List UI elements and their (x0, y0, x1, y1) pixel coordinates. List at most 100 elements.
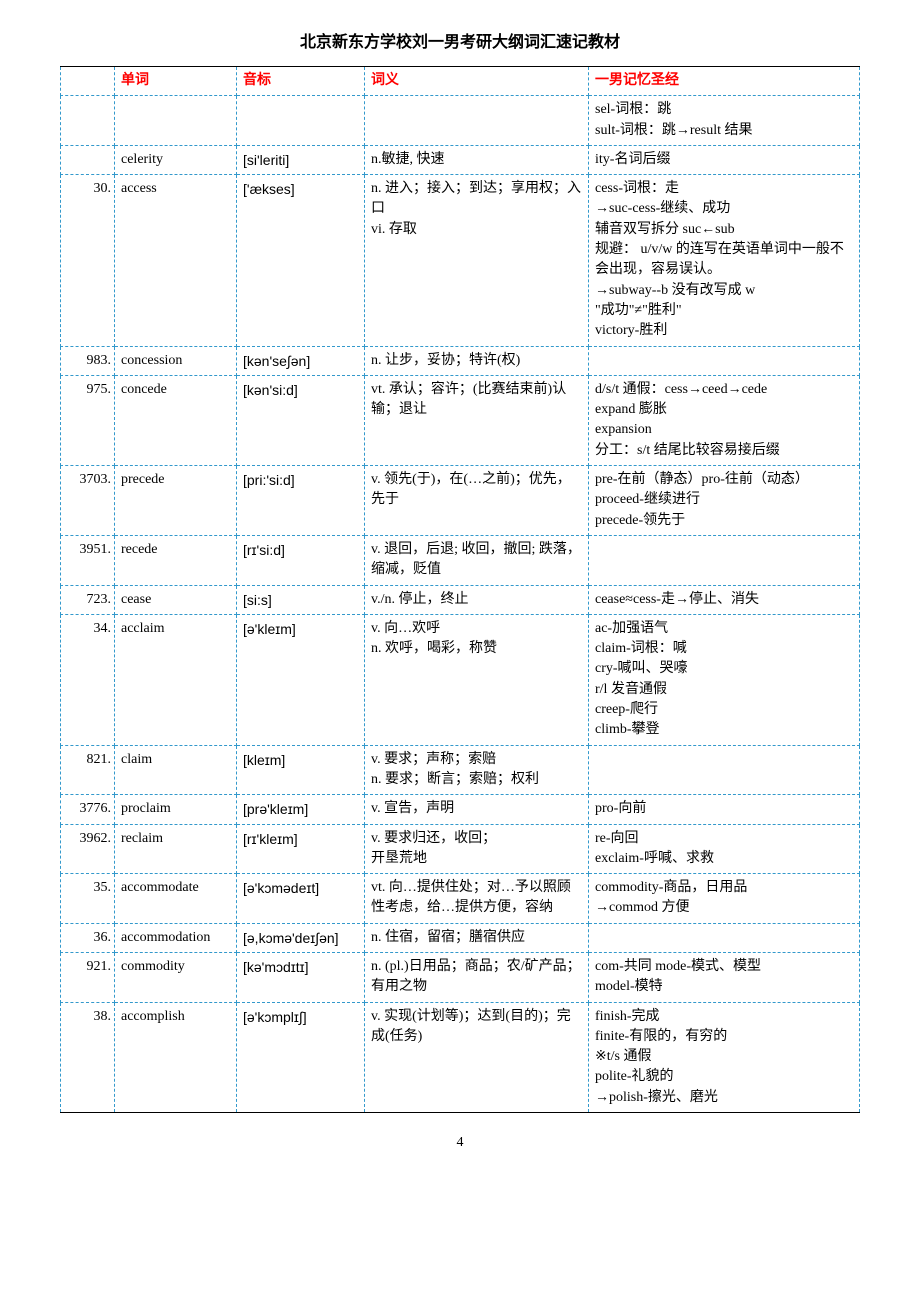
cell-word: celerity (115, 145, 237, 174)
header-meaning: 词义 (365, 67, 589, 96)
table-row: 921.commodity[kə'mɔdɪtɪ]n. (pl.)日用品；商品；农… (61, 952, 860, 1002)
cell-phonetic (237, 96, 365, 146)
cell-word: accommodation (115, 923, 237, 952)
cell-word: proclaim (115, 795, 237, 824)
table-header-row: 单词 音标 词义 一男记忆圣经 (61, 67, 860, 96)
table-row: 38.accomplish[ə'kɔmplɪ∫]v. 实现(计划等)；达到(目的… (61, 1002, 860, 1112)
cell-mnemonic: re-向回exclaim-呼喊、求救 (589, 824, 860, 874)
cell-num: 3703. (61, 466, 115, 536)
page-number: 4 (60, 1135, 860, 1151)
cell-mnemonic: commodity-商品，日用品→commod 方便 (589, 874, 860, 924)
cell-phonetic: [ə'kɔmplɪ∫] (237, 1002, 365, 1112)
cell-num: 36. (61, 923, 115, 952)
page-title: 北京新东方学校刘一男考研大纲词汇速记教材 (60, 28, 860, 52)
cell-word (115, 96, 237, 146)
cell-meaning: v. 领先(于)，在(…之前)；优先，先于 (365, 466, 589, 536)
cell-num (61, 96, 115, 146)
cell-mnemonic (589, 923, 860, 952)
cell-word: acclaim (115, 614, 237, 745)
cell-word: commodity (115, 952, 237, 1002)
cell-num: 3951. (61, 535, 115, 585)
cell-num: 35. (61, 874, 115, 924)
cell-meaning: v. 宣告，声明 (365, 795, 589, 824)
cell-word: access (115, 175, 237, 346)
cell-phonetic: [si:s] (237, 585, 365, 614)
table-row: 3962.reclaim[rɪ'kleɪm]v. 要求归还，收回；开垦荒地re-… (61, 824, 860, 874)
cell-num (61, 145, 115, 174)
cell-meaning: v. 向…欢呼n. 欢呼，喝彩，称赞 (365, 614, 589, 745)
cell-meaning: v. 退回，后退; 收回，撤回; 跌落，缩减，贬值 (365, 535, 589, 585)
table-row: 35.accommodate[ə'kɔmədeɪt]vt. 向…提供住处；对…予… (61, 874, 860, 924)
cell-num: 723. (61, 585, 115, 614)
cell-meaning: n. 住宿，留宿；膳宿供应 (365, 923, 589, 952)
cell-phonetic: [rɪ'kleɪm] (237, 824, 365, 874)
table-row: 3776.proclaim[prə'kleɪm]v. 宣告，声明pro-向前 (61, 795, 860, 824)
cell-num: 921. (61, 952, 115, 1002)
cell-mnemonic: ity-名词后缀 (589, 145, 860, 174)
cell-num: 30. (61, 175, 115, 346)
cell-word: recede (115, 535, 237, 585)
cell-meaning: vt. 承认；容许；(比赛结束前)认输；退让 (365, 375, 589, 465)
cell-mnemonic: com-共同 mode-模式、模型model-模特 (589, 952, 860, 1002)
table-row: 723.cease[si:s]v./n. 停止，终止cease≈cess-走→停… (61, 585, 860, 614)
cell-meaning (365, 96, 589, 146)
cell-num: 821. (61, 745, 115, 795)
cell-word: precede (115, 466, 237, 536)
cell-meaning: vt. 向…提供住处；对…予以照顾性考虑，给…提供方便，容纳 (365, 874, 589, 924)
cell-meaning: v. 要求归还，收回；开垦荒地 (365, 824, 589, 874)
cell-mnemonic: d/s/t 通假：cess→ceed→cedeexpand 膨胀expansio… (589, 375, 860, 465)
table-row: 3951.recede[rɪ'si:d]v. 退回，后退; 收回，撤回; 跌落，… (61, 535, 860, 585)
table-row: 975.concede[kən'si:d]vt. 承认；容许；(比赛结束前)认输… (61, 375, 860, 465)
cell-phonetic: [kən'se∫ən] (237, 346, 365, 375)
cell-word: accommodate (115, 874, 237, 924)
table-row: celerity[si'leriti]n.敏捷, 快速ity-名词后缀 (61, 145, 860, 174)
cell-meaning: v./n. 停止，终止 (365, 585, 589, 614)
cell-phonetic: [rɪ'si:d] (237, 535, 365, 585)
cell-phonetic: [ə,kɔmə'deɪ∫ən] (237, 923, 365, 952)
cell-num: 3776. (61, 795, 115, 824)
table-row: 30.access['ækses]n. 进入；接入；到达；享用权；入口vi. 存… (61, 175, 860, 346)
header-num (61, 67, 115, 96)
cell-mnemonic: pro-向前 (589, 795, 860, 824)
cell-mnemonic: cess-词根：走→suc-cess-继续、成功辅音双写拆分 suc←sub规避… (589, 175, 860, 346)
table-row: 821.claim[kleɪm]v. 要求；声称；索赔n. 要求；断言；索赔；权… (61, 745, 860, 795)
cell-meaning: n. 让步，妥协；特许(权) (365, 346, 589, 375)
cell-meaning: v. 实现(计划等)；达到(目的)；完成(任务) (365, 1002, 589, 1112)
header-phonetic: 音标 (237, 67, 365, 96)
cell-num: 34. (61, 614, 115, 745)
cell-word: reclaim (115, 824, 237, 874)
cell-phonetic: [ə'kleɪm] (237, 614, 365, 745)
cell-phonetic: [pri:'si:d] (237, 466, 365, 536)
table-row: 983.concession[kən'se∫ən]n. 让步，妥协；特许(权) (61, 346, 860, 375)
cell-mnemonic: sel-词根：跳sult-词根：跳→result 结果 (589, 96, 860, 146)
cell-mnemonic (589, 535, 860, 585)
cell-num: 38. (61, 1002, 115, 1112)
cell-num: 3962. (61, 824, 115, 874)
header-word: 单词 (115, 67, 237, 96)
table-row: 36.accommodation[ə,kɔmə'deɪ∫ən]n. 住宿，留宿；… (61, 923, 860, 952)
cell-num: 983. (61, 346, 115, 375)
cell-mnemonic: finish-完成finite-有限的，有穷的※t/s 通假polite-礼貌的… (589, 1002, 860, 1112)
cell-num: 975. (61, 375, 115, 465)
cell-word: concede (115, 375, 237, 465)
cell-phonetic: [prə'kleɪm] (237, 795, 365, 824)
table-row: sel-词根：跳sult-词根：跳→result 结果 (61, 96, 860, 146)
cell-word: concession (115, 346, 237, 375)
cell-phonetic: ['ækses] (237, 175, 365, 346)
cell-phonetic: [kleɪm] (237, 745, 365, 795)
cell-phonetic: [kən'si:d] (237, 375, 365, 465)
table-row: 3703.precede[pri:'si:d]v. 领先(于)，在(…之前)；优… (61, 466, 860, 536)
table-body: sel-词根：跳sult-词根：跳→result 结果celerity[si'l… (61, 96, 860, 1113)
cell-meaning: n.敏捷, 快速 (365, 145, 589, 174)
cell-mnemonic: ac-加强语气claim-词根：喊cry-喊叫、哭嚎r/l 发音通假creep-… (589, 614, 860, 745)
cell-word: accomplish (115, 1002, 237, 1112)
cell-phonetic: [si'leriti] (237, 145, 365, 174)
cell-meaning: v. 要求；声称；索赔n. 要求；断言；索赔；权利 (365, 745, 589, 795)
cell-phonetic: [ə'kɔmədeɪt] (237, 874, 365, 924)
header-mnemonic: 一男记忆圣经 (589, 67, 860, 96)
cell-mnemonic (589, 745, 860, 795)
cell-word: cease (115, 585, 237, 614)
cell-meaning: n. 进入；接入；到达；享用权；入口vi. 存取 (365, 175, 589, 346)
cell-phonetic: [kə'mɔdɪtɪ] (237, 952, 365, 1002)
cell-word: claim (115, 745, 237, 795)
